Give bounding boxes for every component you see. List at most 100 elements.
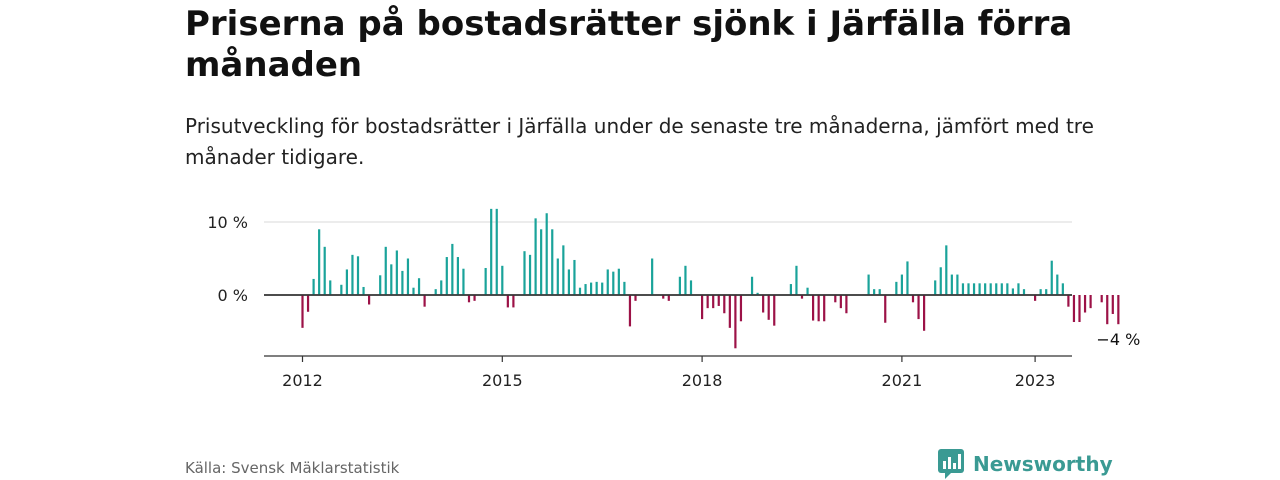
bar [351,254,354,295]
bar [723,295,726,314]
bar [467,295,471,303]
bar [817,295,820,322]
bar [362,286,365,295]
bar [1045,289,1048,295]
bar [595,281,598,295]
bar [606,269,609,295]
bar [445,257,448,295]
bar [578,287,582,295]
bar [701,295,704,320]
bar [551,229,554,295]
bar [556,258,559,295]
bar [590,282,593,295]
x-tick-label: 2012 [282,371,323,390]
bar [567,269,570,295]
bar [628,295,632,327]
bar [812,295,815,321]
bars-layer [301,208,1120,349]
bar [462,268,465,295]
bar [1017,283,1020,295]
bar [301,295,304,328]
x-tick-label: 2023 [1015,371,1056,390]
bar [1078,295,1081,323]
bar [401,270,404,295]
bar [329,280,332,295]
chart-subtitle: Prisutveckling för bostadsrätter i Järfä… [185,114,1094,169]
bar [545,213,548,295]
bar [978,283,981,295]
bar [939,267,942,295]
bar [523,251,526,295]
bar [1022,289,1026,295]
bar [995,283,998,295]
bar [1061,283,1064,295]
bar [845,295,848,314]
bar [406,258,410,295]
bar [750,276,754,295]
bar [601,282,604,295]
bar [756,292,759,295]
bar [706,295,709,309]
bar [967,283,970,295]
bar [795,265,798,295]
chart-title: Priserna på bostadsrätter sjönk i Järfäl… [185,4,1073,85]
bar [923,295,926,331]
x-tick-label: 2021 [882,371,923,390]
bar [384,246,387,295]
bar [667,295,670,301]
bar [540,229,543,295]
bar [689,280,693,295]
bar [1100,295,1103,303]
bar [617,268,620,295]
bar [662,295,665,299]
bar [1000,283,1003,295]
bar [1039,289,1042,295]
bar [506,295,509,308]
y-tick-label: 0 % [218,286,248,305]
bar [739,295,743,322]
bar [368,295,371,305]
bar [734,295,737,349]
bar [950,274,953,295]
bar [800,295,804,299]
bar [1106,295,1109,325]
bar [417,278,421,295]
bar [434,289,437,295]
bar [562,245,565,295]
axis-layer [264,294,1072,362]
bar [873,289,876,295]
bar [767,295,770,320]
bar [495,208,498,295]
bar [712,295,715,309]
bar [318,229,321,295]
bar [1056,274,1059,295]
bar [390,264,393,295]
bar [934,280,937,295]
x-tick-label: 2015 [482,371,523,390]
bar [1006,283,1009,295]
bar [878,289,881,295]
bar [789,284,792,295]
bar [1067,295,1070,307]
bar [528,254,532,295]
bar [895,281,898,295]
bar [917,295,920,320]
bar [956,274,959,295]
bar [773,295,776,326]
bar [473,295,476,301]
bar [1034,295,1037,301]
bar [989,283,992,295]
bar [867,274,870,295]
bar [451,243,454,295]
bar [501,265,504,295]
bar [1072,295,1076,323]
bar [911,295,915,303]
bar [1011,288,1014,295]
bar [395,250,398,295]
bar [906,261,909,295]
bar [651,258,654,295]
bar [306,295,310,312]
bar [823,295,826,322]
bar [484,267,487,295]
brand-logo[interactable]: Newsworthy [937,448,1113,480]
